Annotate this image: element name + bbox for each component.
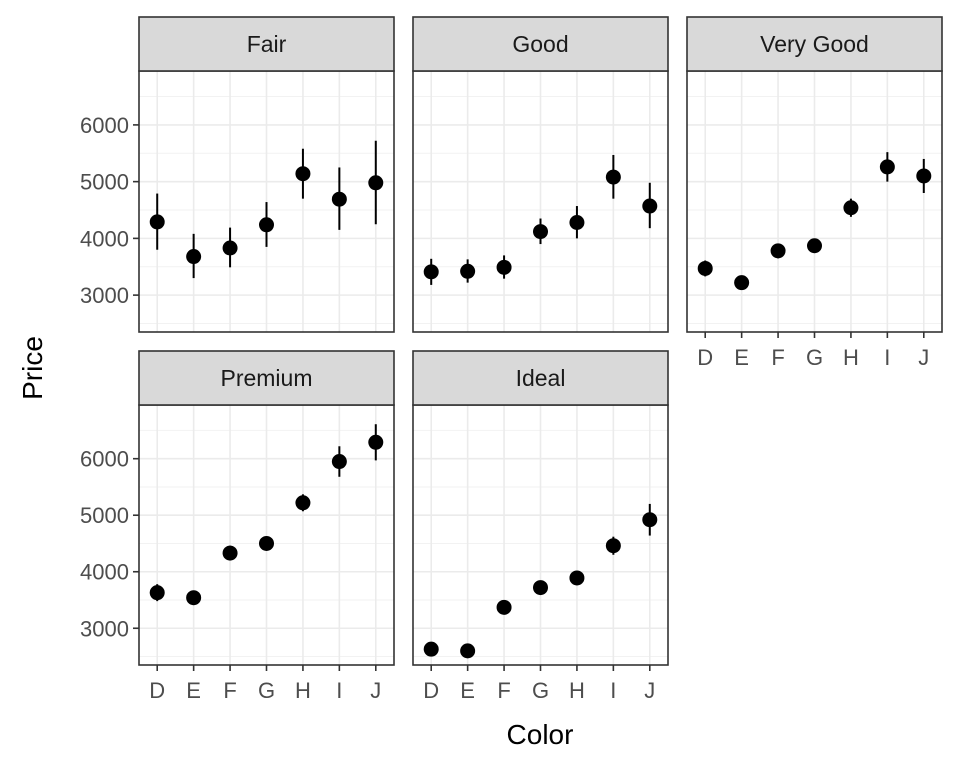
data-point — [533, 580, 548, 596]
y-tick-label: 4000 — [80, 226, 129, 251]
x-tick-label: E — [734, 345, 749, 370]
facet-panel-premium: Premium 3000 4000 5000 6000 D E F G H I J — [80, 350, 395, 703]
strip-background — [412, 350, 669, 406]
data-point — [149, 585, 165, 601]
data-point — [331, 454, 347, 470]
data-point — [697, 260, 713, 276]
x-tick-label: D — [423, 678, 439, 703]
facet-panel-good: Good — [412, 16, 669, 333]
strip-label: Very Good — [760, 31, 869, 57]
data-point — [642, 198, 658, 214]
data-point — [186, 249, 202, 265]
data-point — [259, 535, 274, 551]
strip-label: Good — [512, 31, 568, 57]
y-tick-label: 3000 — [80, 616, 129, 641]
x-tick-label: H — [295, 678, 311, 703]
y-tick-label: 3000 — [80, 283, 129, 308]
y-tick-label: 6000 — [80, 447, 129, 472]
x-tick-label: D — [697, 345, 713, 370]
x-tick-label: I — [884, 345, 890, 370]
x-tick-label: G — [532, 678, 549, 703]
strip-background — [412, 16, 669, 72]
data-point — [368, 434, 384, 450]
data-point — [423, 264, 439, 280]
facet-panel-very-good: Very Good D E F G H I J — [686, 16, 943, 370]
strip-background — [138, 16, 395, 72]
x-tick-label: F — [497, 678, 510, 703]
x-tick-label: I — [336, 678, 342, 703]
data-point — [222, 545, 238, 561]
strip-label: Ideal — [516, 365, 566, 391]
data-point — [331, 191, 347, 207]
x-axis-title: Color — [507, 719, 574, 750]
data-point — [295, 495, 311, 511]
strip-background — [138, 350, 395, 406]
data-point — [843, 200, 859, 216]
data-point — [496, 599, 512, 615]
x-tick-label: J — [370, 678, 381, 703]
data-point — [569, 214, 585, 230]
y-tick-label: 6000 — [80, 113, 129, 138]
data-point — [533, 224, 548, 240]
strip-label: Fair — [247, 31, 287, 57]
data-point — [460, 263, 476, 279]
data-point — [368, 175, 384, 191]
strip-label: Premium — [220, 365, 312, 391]
x-tick-label: H — [843, 345, 859, 370]
data-point — [770, 243, 786, 259]
x-tick-label: J — [918, 345, 929, 370]
y-tick-label: 4000 — [80, 560, 129, 585]
x-tick-label: F — [771, 345, 784, 370]
x-tick-label: F — [223, 678, 236, 703]
data-point — [642, 512, 658, 528]
x-tick-label: E — [186, 678, 201, 703]
facet-panel-fair: Fair 3000 4000 5000 6000 — [80, 16, 395, 333]
data-point — [496, 259, 512, 275]
data-point — [569, 570, 585, 586]
x-tick-label: G — [806, 345, 823, 370]
data-point — [807, 238, 822, 254]
x-tick-label: G — [258, 678, 275, 703]
data-point — [734, 275, 750, 291]
data-point — [423, 641, 439, 657]
x-tick-label: H — [569, 678, 585, 703]
data-point — [605, 169, 621, 185]
data-point — [605, 538, 621, 554]
x-tick-label: E — [460, 678, 475, 703]
data-point — [222, 240, 238, 256]
strip-background — [686, 16, 943, 72]
data-point — [879, 159, 895, 175]
data-point — [186, 590, 202, 606]
data-point — [259, 217, 274, 233]
y-tick-label: 5000 — [80, 170, 129, 195]
x-tick-label: I — [610, 678, 616, 703]
y-tick-label: 5000 — [80, 503, 129, 528]
x-tick-label: D — [149, 678, 165, 703]
x-tick-label: J — [644, 678, 655, 703]
data-point — [149, 214, 165, 230]
y-axis-title: Price — [17, 336, 48, 400]
facet-panel-ideal: Ideal D E F G H I J — [412, 350, 669, 703]
data-point — [460, 643, 476, 659]
data-point — [295, 166, 311, 182]
data-point — [916, 168, 932, 184]
